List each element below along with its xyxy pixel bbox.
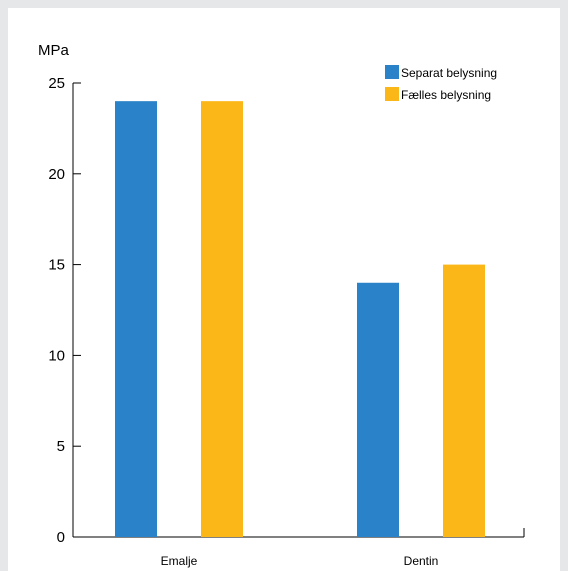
x-category-label: Emalje [161, 554, 198, 568]
legend: Separat belysning Fælles belysning [385, 65, 497, 102]
y-tick-label: 0 [57, 529, 65, 546]
bar [357, 282, 399, 537]
legend-swatch [385, 65, 399, 79]
legend-label: Separat belysning [401, 66, 497, 80]
bar [201, 101, 243, 537]
bars [115, 101, 485, 537]
y-tick-label: 10 [48, 347, 65, 364]
y-tick-label: 5 [57, 438, 65, 455]
y-axis-unit-label: MPa [38, 42, 70, 59]
y-tick-label: 15 [48, 257, 65, 274]
bar [115, 101, 157, 537]
y-tick-label: 20 [48, 166, 65, 183]
axes: 0 5 10 15 20 25 Emalje Dentin [48, 75, 525, 568]
x-category-label: Dentin [404, 554, 439, 568]
legend-label: Fælles belysning [401, 88, 491, 102]
legend-swatch [385, 87, 399, 101]
bar [443, 264, 485, 537]
y-tick-label: 25 [48, 75, 65, 92]
